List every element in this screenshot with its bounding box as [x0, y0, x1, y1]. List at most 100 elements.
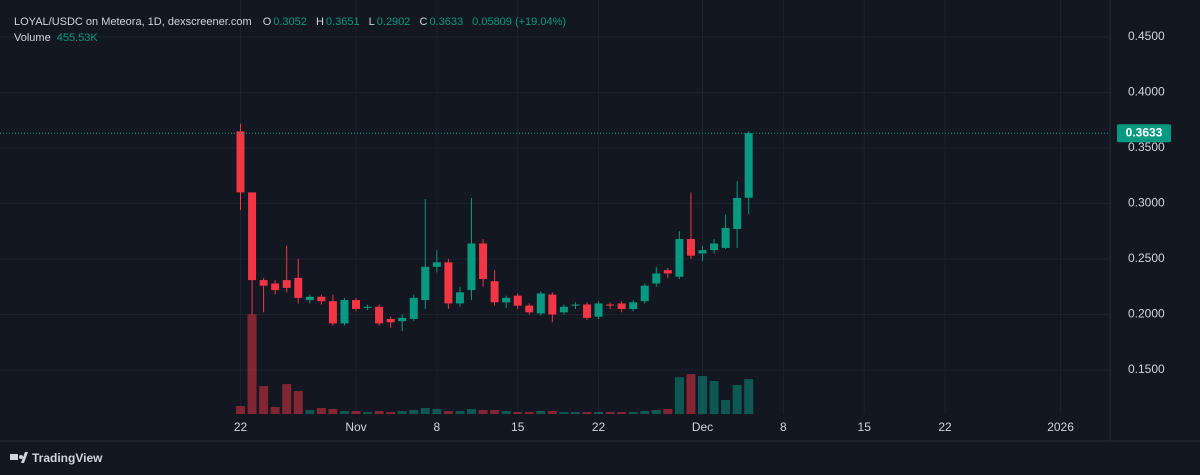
candle-body	[663, 270, 672, 274]
ohlc-key: C	[419, 16, 428, 28]
candle-body	[698, 250, 707, 254]
x-tick-label: 15	[858, 420, 872, 434]
ohlc-value: 0.2902	[376, 16, 411, 28]
x-tick-label: 8	[780, 420, 787, 434]
ohlc-value: 0.3052	[273, 16, 307, 28]
candle-body	[525, 305, 534, 313]
volume-bar	[270, 407, 280, 414]
volume-bar	[698, 376, 707, 414]
ohlc-key: O	[262, 16, 272, 28]
candle-body	[571, 304, 580, 306]
candle-body	[432, 262, 441, 267]
volume-bar	[455, 411, 465, 414]
x-tick-label: 22	[234, 420, 248, 434]
volume-bar	[236, 406, 245, 414]
volume-bar	[478, 410, 488, 414]
ohlc-key: L	[368, 16, 375, 28]
candle-body	[375, 306, 384, 324]
candle-body	[629, 302, 638, 309]
volume-bar	[594, 412, 604, 414]
candle-body	[583, 304, 591, 318]
ohlc-value: 0.3651	[325, 16, 360, 28]
tv-logo	[10, 452, 28, 463]
candle-body	[710, 243, 719, 251]
volume-bar	[305, 410, 315, 414]
volume-bar	[259, 386, 269, 414]
candle-body	[236, 131, 245, 193]
volume-bar	[674, 377, 684, 414]
candle-body	[317, 296, 326, 302]
volume-bar	[582, 412, 592, 414]
candle-body	[259, 280, 268, 286]
x-tick-label: 22	[938, 420, 952, 434]
candle-body	[340, 300, 349, 324]
y-tick-label: 0.2000	[1128, 307, 1165, 321]
volume-bar	[570, 412, 580, 414]
volume-bar	[374, 411, 384, 414]
candles	[236, 123, 753, 332]
volume-bar	[651, 410, 661, 414]
volume-bar	[490, 410, 500, 414]
candle-body	[398, 317, 407, 322]
candle-body	[455, 292, 464, 304]
volume-bar	[467, 409, 476, 414]
volume-bar	[293, 391, 303, 414]
candle-body	[652, 273, 661, 284]
volume-bar	[397, 411, 407, 414]
candle-body	[733, 197, 742, 230]
volume-bar	[328, 409, 338, 414]
volume-bar	[709, 381, 719, 414]
volume-bar	[339, 411, 349, 414]
volume-bar	[721, 400, 731, 414]
volume-bar	[732, 385, 742, 414]
volume-name: Volume	[14, 32, 51, 44]
candle-body	[363, 306, 372, 308]
y-tick-label: 0.4000	[1128, 85, 1165, 99]
y-tick-label: 0.3000	[1128, 196, 1165, 210]
x-tick-label: 15	[511, 420, 525, 434]
volume-bar	[501, 411, 511, 414]
volume-bar	[409, 410, 419, 414]
volume-value: 455.53K	[56, 32, 98, 44]
brand: TradingView	[32, 451, 103, 465]
candle-body	[502, 297, 511, 303]
candle-body	[409, 297, 418, 319]
candle-body	[305, 296, 314, 301]
candle-body	[467, 243, 476, 291]
ohlc-row: LOYAL/USDC on Meteora, 1D, dexscreener.c…	[14, 14, 572, 30]
candle-body	[721, 227, 730, 248]
candle-body	[686, 239, 695, 256]
grid	[0, 0, 1110, 414]
volume-bar	[559, 412, 569, 414]
title: LOYAL/USDC on Meteora, 1D, dexscreener.c…	[14, 16, 252, 28]
volume-bar	[443, 411, 453, 414]
candle-body	[675, 239, 684, 277]
candle-body	[444, 262, 453, 304]
last-price-badge	[1117, 124, 1171, 143]
y-tick-label: 0.4500	[1128, 29, 1165, 43]
volume-bar	[686, 374, 696, 414]
volume-bar	[663, 409, 673, 414]
volume-bar	[524, 412, 534, 414]
candle-body	[328, 301, 337, 324]
ohlc-value: 0.3633	[429, 16, 464, 28]
volume-bar	[617, 412, 627, 414]
x-tick-label: 2026	[1047, 420, 1074, 434]
candle-body	[421, 266, 430, 301]
volume-bars	[236, 314, 754, 414]
candle-body	[490, 281, 499, 303]
x-tick-label: Nov	[345, 420, 366, 434]
ohlc-key: H	[315, 16, 324, 28]
candle-body	[744, 133, 753, 198]
last-price-label: 0.3633	[1126, 125, 1163, 139]
y-tick-label: 0.1500	[1128, 362, 1165, 376]
volume-bar	[547, 411, 557, 414]
candle-body	[271, 283, 280, 291]
candle-body	[640, 285, 649, 302]
candle-body	[559, 306, 568, 313]
candle-body	[594, 303, 603, 317]
volume-bar	[247, 314, 257, 414]
y-tick-label: 0.3500	[1128, 140, 1165, 154]
x-tick-label: 8	[434, 420, 441, 434]
